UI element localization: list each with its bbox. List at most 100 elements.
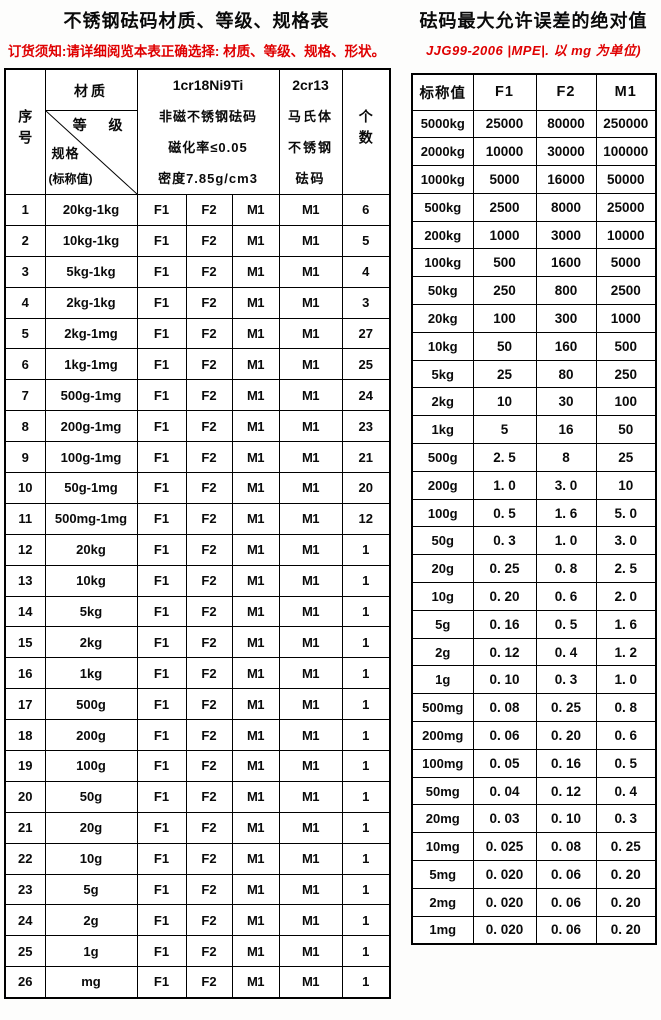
grade-f1-cell: F1: [136, 224, 187, 257]
count-cell: 1: [341, 873, 391, 906]
grade-f2-cell: F2: [185, 317, 233, 350]
grade-m1-cell: M1: [231, 379, 280, 412]
grade-f1-cell: F1: [136, 657, 187, 690]
count-cell: 1: [341, 719, 391, 752]
serial-cell: 4: [4, 286, 46, 319]
spec-cell: 2kg: [44, 626, 138, 659]
count-cell: 27: [341, 317, 391, 350]
serial-cell: 16: [4, 657, 46, 690]
nominal-cell: 10mg: [411, 832, 474, 862]
f1-error-cell: 0. 5: [472, 498, 537, 528]
m1-error-cell: 25000: [595, 192, 657, 222]
nominal-cell: 2000kg: [411, 137, 474, 167]
martensite-m1-cell: M1: [278, 688, 343, 721]
grade-m1-cell: M1: [231, 657, 280, 690]
martensite-m1-cell: M1: [278, 966, 343, 999]
m1-error-cell: 500: [595, 331, 657, 361]
grade-m1-cell: M1: [231, 719, 280, 752]
m1-error-cell: 2. 5: [595, 554, 657, 584]
spec-row: 16 1kg F1 F2 M1 M1 1: [4, 657, 391, 690]
m1-error-cell: 250: [595, 359, 657, 389]
corner-nominal-label: (标称值): [48, 171, 93, 186]
serial-cell: 13: [4, 564, 46, 597]
martensite-m1-cell: M1: [278, 441, 343, 474]
mpe-row: 2kg 10 30 100: [411, 387, 657, 417]
nominal-cell: 5g: [411, 609, 474, 639]
grade-f1-cell: F1: [136, 286, 187, 319]
f1-error-cell: 2500: [472, 192, 537, 222]
count-cell: 23: [341, 410, 391, 443]
grade-m1-cell: M1: [231, 750, 280, 782]
grade-f1-cell: F1: [136, 533, 187, 566]
spec-row: 6 1kg-1mg F1 F2 M1 M1 25: [4, 348, 391, 381]
grade-f1-cell: F1: [136, 502, 187, 535]
serial-cell: 17: [4, 688, 46, 721]
martensite-m1-cell: M1: [278, 472, 343, 504]
spec-cell: 500g: [44, 688, 138, 721]
serial-cell: 9: [4, 441, 46, 474]
f2-error-cell: 30000: [535, 137, 597, 167]
f1-error-cell: 25: [472, 359, 537, 389]
grade-m1-cell: M1: [231, 348, 280, 381]
f2-error-cell: 3000: [535, 220, 597, 250]
mpe-row: 5g 0. 16 0. 5 1. 6: [411, 609, 657, 639]
f1-error-cell: 1000: [472, 220, 537, 250]
grade-f2-cell: F2: [185, 966, 233, 999]
grade-f1-cell: F1: [136, 904, 187, 937]
material1-name: 1cr18Ni9Ti: [172, 77, 244, 93]
mpe-table-header: 标称值 F1 F2 M1: [411, 73, 657, 111]
spec-cell: 5g: [44, 873, 138, 906]
martensite-m1-cell: M1: [278, 564, 343, 597]
count-cell: 1: [341, 657, 391, 690]
mpe-row: 1000kg 5000 16000 50000: [411, 165, 657, 194]
serial-cell: 2: [4, 224, 46, 257]
count-cell: 1: [341, 533, 391, 566]
serial-cell: 10: [4, 472, 46, 504]
m1-error-cell: 1000: [595, 304, 657, 333]
corner-spec-label: 规格: [51, 145, 80, 161]
mpe-row: 2mg 0. 020 0. 06 0. 20: [411, 887, 657, 917]
m1-error-cell: 100: [595, 387, 657, 417]
count-cell: 1: [341, 595, 391, 628]
grade-m1-cell: M1: [231, 502, 280, 535]
f1-error-cell: 25000: [472, 109, 537, 139]
martensite-m1-cell: M1: [278, 842, 343, 875]
nominal-cell: 200kg: [411, 220, 474, 250]
count-cell: 4: [341, 255, 391, 288]
count-label: 个数: [357, 108, 374, 151]
nominal-cell: 5mg: [411, 860, 474, 889]
mpe-row: 1mg 0. 020 0. 06 0. 20: [411, 915, 657, 945]
f1-error-cell: 0. 03: [472, 804, 537, 834]
grade-m1-cell: M1: [231, 410, 280, 443]
serial-label: 序号: [17, 108, 34, 151]
martensite-m1-cell: M1: [278, 657, 343, 690]
material1-desc: 非磁不锈钢砝码: [158, 109, 257, 124]
grade-m1-cell: M1: [231, 286, 280, 319]
count-cell: 5: [341, 224, 391, 257]
mpe-row: 20mg 0. 03 0. 10 0. 3: [411, 804, 657, 834]
grade-f1-cell: F1: [136, 842, 187, 875]
m1-error-cell: 0. 25: [595, 832, 657, 862]
f2-error-cell: 0. 06: [535, 860, 597, 889]
spec-cell: 20kg-1kg: [44, 194, 138, 226]
spec-row: 23 5g F1 F2 M1 M1 1: [4, 873, 391, 906]
serial-cell: 15: [4, 626, 46, 659]
f2-error-cell: 0. 3: [535, 665, 597, 695]
grade-f2-cell: F2: [185, 904, 233, 937]
grade-f1-cell: F1: [136, 410, 187, 443]
f1-error-cell: 5: [472, 415, 537, 445]
martensite-m1-cell: M1: [278, 626, 343, 659]
spec-row: 22 10g F1 F2 M1 M1 1: [4, 842, 391, 875]
mpe-row: 200kg 1000 3000 10000: [411, 220, 657, 250]
m1-error-cell: 1. 0: [595, 665, 657, 695]
count-cell: 1: [341, 904, 391, 937]
spec-cell: 1kg: [44, 657, 138, 690]
mpe-row: 20g 0. 25 0. 8 2. 5: [411, 554, 657, 584]
grade-f2-cell: F2: [185, 533, 233, 566]
f2-error-cell: 1600: [535, 248, 597, 278]
nominal-cell: 2g: [411, 637, 474, 667]
spec-cell: 500g-1mg: [44, 379, 138, 412]
nominal-cell: 500g: [411, 443, 474, 472]
spec-cell: 10kg-1kg: [44, 224, 138, 257]
